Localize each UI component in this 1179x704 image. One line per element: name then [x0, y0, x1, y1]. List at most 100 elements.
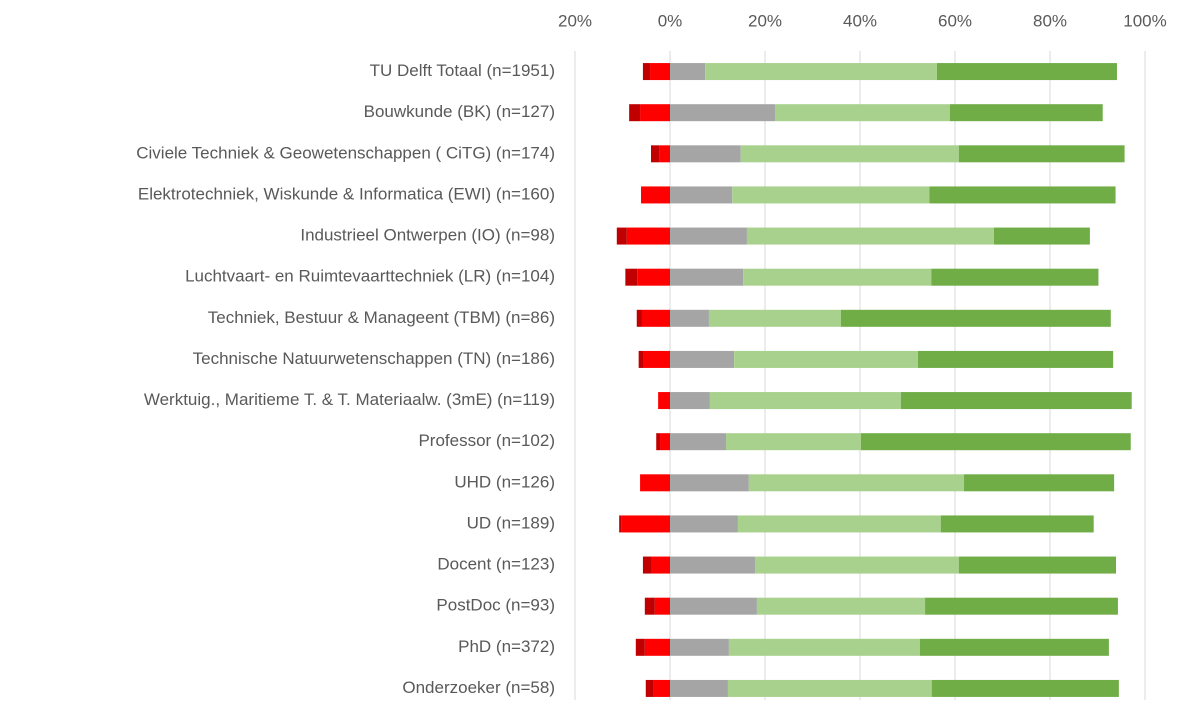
category-label: Elektrotechniek, Wiskunde & Informatica … [138, 184, 555, 203]
bar-segment [743, 268, 932, 286]
bar-segment [650, 63, 670, 81]
bar-segment [625, 268, 638, 286]
bar-segment [645, 679, 654, 697]
bar-segment [774, 104, 950, 122]
bar-segment [705, 63, 937, 81]
bar-segment [670, 515, 738, 533]
bar-segment [670, 145, 741, 163]
category-label: UHD (n=126) [454, 472, 555, 491]
bar-segment [746, 227, 994, 245]
bar-segment [841, 309, 1111, 327]
category-label: PhD (n=372) [458, 637, 555, 656]
bar-segment [958, 145, 1125, 163]
category-label: Luchtvaart- en Ruimtevaarttechniek (LR) … [185, 267, 555, 286]
category-label: Industrieel Ontwerpen (IO) (n=98) [300, 226, 555, 245]
bar-segment [931, 679, 1119, 697]
bar-segment [925, 597, 1118, 615]
bar-segment [651, 556, 670, 574]
bar-segment [737, 515, 941, 533]
bar-segment [642, 556, 651, 574]
bar-segment [670, 392, 710, 410]
bar-segment [670, 104, 775, 122]
bar-segment [635, 638, 645, 656]
bar-segment [660, 433, 670, 451]
category-label: Professor (n=102) [418, 431, 555, 450]
bar-segment [929, 186, 1116, 204]
bar-segment [728, 638, 920, 656]
x-tick-label: 0% [658, 11, 683, 30]
bar-segment [656, 433, 661, 451]
bar-segment [709, 392, 901, 410]
bar-segment [900, 392, 1132, 410]
category-label: Docent (n=123) [437, 555, 555, 574]
bar-segment [636, 309, 642, 327]
bar-segment [654, 597, 670, 615]
bar-segment [919, 638, 1109, 656]
x-tick-label: 20% [558, 11, 592, 30]
bar-segment [748, 474, 965, 492]
bar-segment [644, 597, 655, 615]
category-label: UD (n=189) [467, 513, 555, 532]
bar-segment [670, 268, 744, 286]
bar-segment [670, 597, 757, 615]
bar-segment [641, 309, 670, 327]
bar-segment [670, 679, 728, 697]
bar-segment [964, 474, 1115, 492]
bar-segment [651, 145, 660, 163]
x-tick-label: 60% [938, 11, 972, 30]
bar-segment [670, 227, 747, 245]
bar-segment [740, 145, 959, 163]
category-label: Onderzoeker (n=58) [402, 678, 555, 697]
bar-segment [626, 227, 670, 245]
category-label: Techniek, Bestuur & Manageent (TBM) (n=8… [208, 308, 555, 327]
bar-segment [644, 638, 670, 656]
bar-segment [670, 638, 729, 656]
bar-segment [958, 556, 1117, 574]
category-label: PostDoc (n=93) [436, 596, 555, 615]
bar-segment [936, 63, 1117, 81]
category-label: Civiele Techniek & Geowetenschappen ( Ci… [136, 143, 555, 162]
bar-segment [755, 556, 959, 574]
bar-segment [949, 104, 1103, 122]
bar-segment [917, 350, 1114, 368]
x-tick-label: 80% [1033, 11, 1067, 30]
bar-segment [708, 309, 841, 327]
x-tick-label: 40% [843, 11, 877, 30]
bar-segment [670, 350, 735, 368]
bar-segment [860, 433, 1131, 451]
bar-segment [670, 63, 706, 81]
bar-segment [670, 186, 733, 204]
bar-segment [658, 392, 670, 410]
bar-segment [670, 474, 749, 492]
bar-segment [670, 309, 709, 327]
bar-segment [619, 515, 622, 533]
bar-segment [756, 597, 926, 615]
bar-segment [670, 433, 727, 451]
bar-segment [638, 350, 644, 368]
category-label: Werktuig., Maritieme T. & T. Materiaalw.… [144, 390, 555, 409]
bar-segment [643, 350, 670, 368]
bar-segment [732, 186, 930, 204]
bar-segment [640, 474, 670, 492]
bar-segment [642, 63, 651, 81]
category-label: TU Delft Totaal (n=1951) [370, 61, 555, 80]
category-label: Technische Natuurwetenschappen (TN) (n=1… [193, 349, 555, 368]
bar-segment [637, 268, 670, 286]
bar-segment [727, 679, 932, 697]
bar-segment [670, 556, 756, 574]
bar-segment [616, 227, 627, 245]
bar-segment [726, 433, 861, 451]
bar-segment [734, 350, 918, 368]
bar-segment [940, 515, 1094, 533]
category-label: Bouwkunde (BK) (n=127) [364, 102, 555, 121]
bar-segment [653, 679, 670, 697]
bar-segment [629, 104, 641, 122]
bar-segment [993, 227, 1090, 245]
bar-segment [640, 104, 670, 122]
x-tick-label: 20% [748, 11, 782, 30]
bar-segment [931, 268, 1099, 286]
x-tick-label: 100% [1123, 11, 1166, 30]
bar-segment [621, 515, 670, 533]
bar-segment [641, 186, 670, 204]
